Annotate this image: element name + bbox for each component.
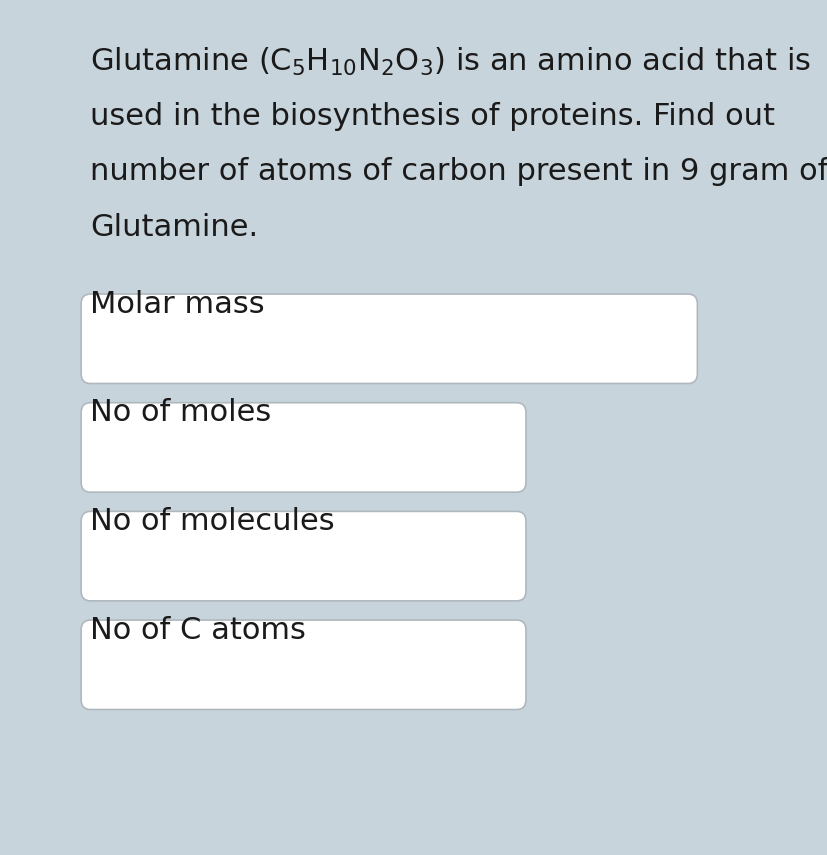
Text: No of molecules: No of molecules	[90, 507, 334, 536]
FancyBboxPatch shape	[81, 620, 525, 710]
FancyBboxPatch shape	[81, 294, 696, 384]
Text: used in the biosynthesis of proteins. Find out: used in the biosynthesis of proteins. Fi…	[90, 102, 774, 131]
Text: Glutamine ($\mathregular{C_5H_{10}N_2O_3}$) is an amino acid that is: Glutamine ($\mathregular{C_5H_{10}N_2O_3…	[90, 46, 810, 78]
FancyBboxPatch shape	[81, 511, 525, 601]
Text: Molar mass: Molar mass	[90, 290, 265, 319]
Text: No of moles: No of moles	[90, 398, 271, 428]
FancyBboxPatch shape	[81, 403, 525, 492]
Text: Glutamine.: Glutamine.	[90, 213, 258, 242]
Text: No of C atoms: No of C atoms	[90, 616, 306, 645]
Text: number of atoms of carbon present in 9 gram of: number of atoms of carbon present in 9 g…	[90, 157, 827, 186]
